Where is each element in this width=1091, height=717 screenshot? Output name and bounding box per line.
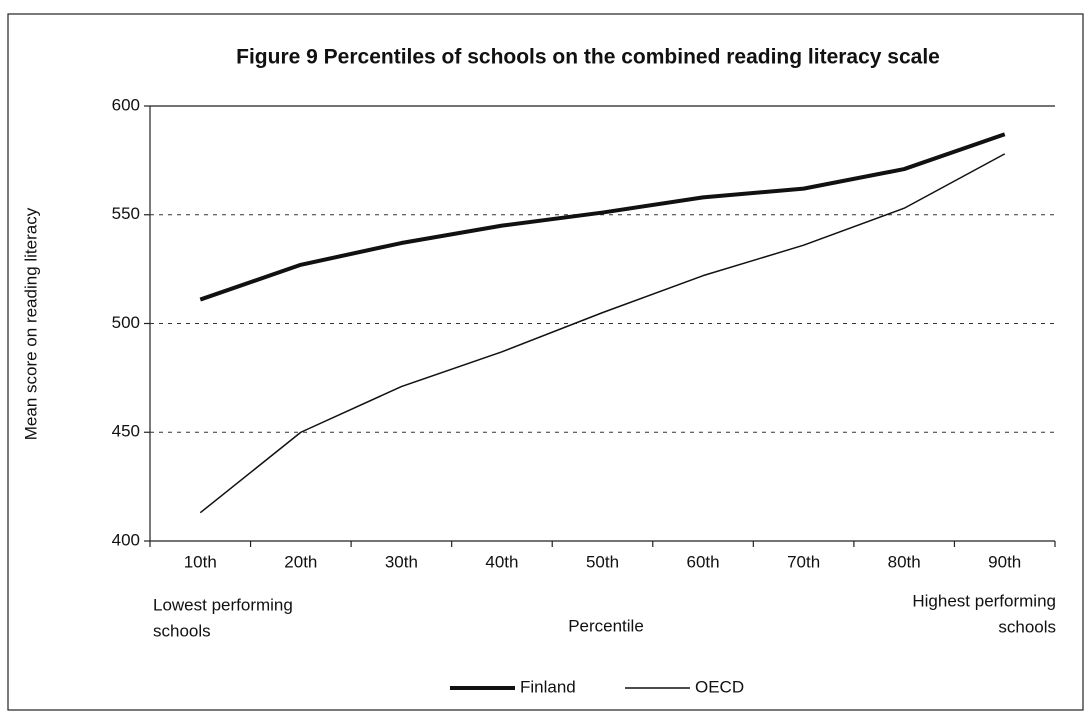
frame [7,13,1084,711]
y-axis-label: Mean score on reading literacy [21,207,40,440]
annotation: schools [998,617,1056,636]
y-tick-label: 400 [112,530,140,549]
series-line [199,153,1006,514]
legend-label: OECD [695,677,744,696]
series-line [199,132,1006,302]
x-tick-label: 40th [485,552,518,571]
x-tick-label: 60th [687,552,720,571]
annotation: Lowest performing [153,595,293,614]
x-axis-label: Percentile [568,616,644,635]
chart-title: Figure 9 Percentiles of schools on the c… [236,46,940,69]
y-tick-label: 500 [112,313,140,332]
legend-label: Finland [520,677,576,696]
y-tick-label: 550 [112,204,140,223]
y-tick-label: 450 [112,422,140,441]
x-tick-label: 50th [586,552,619,571]
x-tick-label: 70th [787,552,820,571]
annotation: Highest performing [912,591,1056,610]
x-tick-label: 30th [385,552,418,571]
x-tick-label: 80th [888,552,921,571]
annotation: schools [153,621,211,640]
y-tick-label: 600 [112,95,140,114]
x-tick-label: 20th [284,552,317,571]
x-tick-label: 90th [988,552,1021,571]
x-tick-label: 10th [184,552,217,571]
